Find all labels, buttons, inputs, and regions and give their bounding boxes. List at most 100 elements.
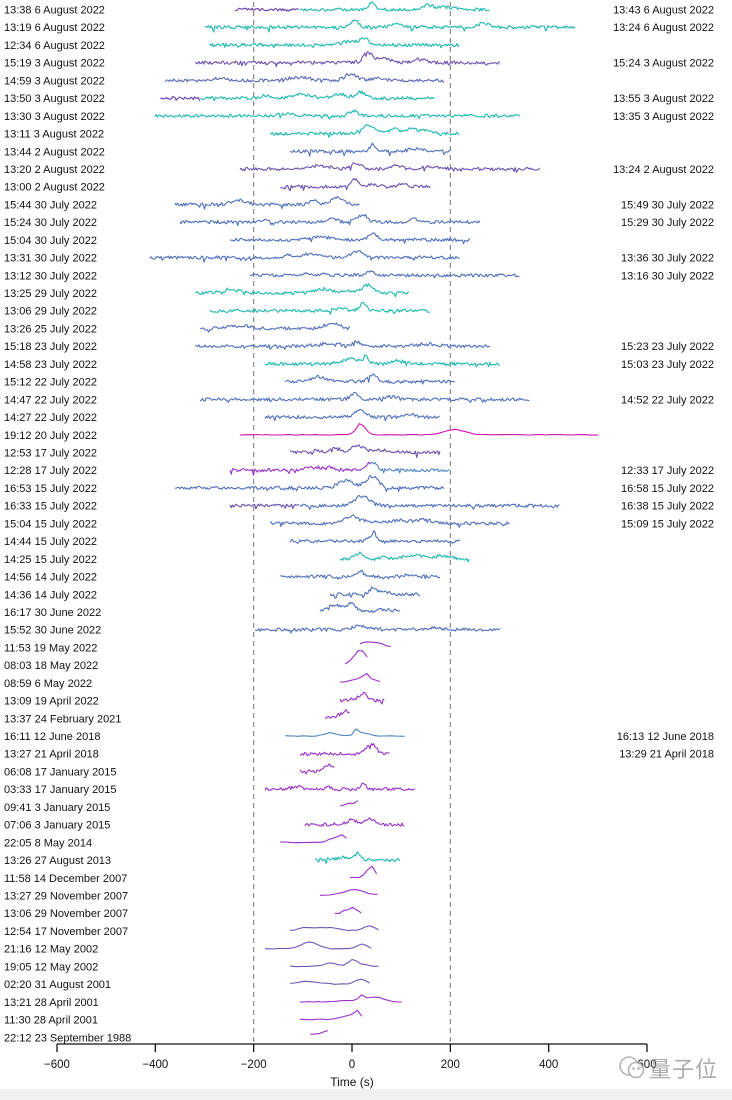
row-left-label: 13:06 29 November 2007 (4, 908, 128, 920)
row-left-label: 13:09 19 April 2022 (4, 696, 99, 708)
waveform-trace (290, 925, 379, 932)
row-right-label: 15:23 23 July 2022 (621, 341, 714, 353)
waveform-trace (269, 514, 510, 528)
row-left-label: 15:12 22 July 2022 (4, 377, 97, 389)
row-left-label: 13:11 3 August 2022 (4, 129, 104, 141)
row-right-label: 16:13 12 June 2018 (617, 731, 714, 743)
row-right-label: 13:35 3 August 2022 (613, 111, 714, 123)
row-right-label: 15:03 23 July 2022 (621, 359, 714, 371)
x-tick-label: 400 (539, 1059, 558, 1071)
waveform-trace (299, 494, 560, 510)
waveform-trace (289, 444, 441, 458)
row-left-label: 13:30 3 August 2022 (4, 111, 105, 123)
row-right-label: 15:09 15 July 2022 (621, 518, 714, 530)
waveform-trace (229, 461, 371, 476)
x-tick-label: −400 (142, 1059, 168, 1071)
row-right-label: 12:33 17 July 2022 (621, 465, 714, 477)
row-right-label: 13:16 30 July 2022 (621, 270, 714, 282)
row-left-label: 13:06 29 July 2022 (4, 306, 97, 318)
row-left-label: 14:59 3 August 2022 (4, 75, 105, 87)
waveform-trace (280, 569, 440, 580)
row-left-label: 09:41 3 January 2015 (4, 802, 110, 814)
row-left-label: 15:04 30 July 2022 (4, 235, 97, 247)
waveform-trace (359, 641, 391, 648)
row-left-label: 13:26 25 July 2022 (4, 323, 97, 335)
waveform-trace (154, 109, 521, 120)
row-left-label: 16:11 12 June 2018 (4, 731, 100, 743)
waveform-trace (194, 340, 491, 350)
row-left-label: 13:37 24 February 2021 (4, 713, 121, 725)
waveform-trace (264, 941, 372, 950)
row-left-label: 14:27 22 July 2022 (4, 412, 97, 424)
waveform-trace (340, 800, 359, 807)
row-left-label: 13:31 30 July 2022 (4, 253, 97, 265)
row-left-label: 02:20 31 August 2001 (4, 979, 111, 991)
waveform-trace (299, 1, 490, 12)
waveform-trace (164, 73, 445, 83)
row-left-label: 13:20 2 August 2022 (4, 164, 105, 176)
row-left-label: 11:30 28 April 2001 (4, 1015, 98, 1027)
waveform-trace (324, 709, 350, 719)
row-left-label: 08:03 18 May 2022 (4, 660, 98, 672)
row-left-label: 14:36 14 July 2022 (4, 589, 97, 601)
waveform-trace (284, 373, 455, 385)
row-right-label: 13:36 30 July 2022 (621, 253, 714, 265)
row-left-label: 13:27 29 November 2007 (4, 891, 128, 903)
row-left-label: 15:52 30 June 2022 (4, 625, 101, 637)
row-left-label: 12:28 17 July 2022 (4, 465, 97, 477)
row-left-label: 15:04 15 July 2022 (4, 518, 97, 530)
waveform-trace (179, 213, 481, 227)
row-left-label: 15:19 3 August 2022 (4, 58, 105, 70)
waveform-trace (289, 142, 451, 157)
row-left-label: 13:12 30 July 2022 (4, 270, 97, 282)
row-left-label: 14:56 14 July 2022 (4, 572, 97, 584)
x-tick-label: 0 (349, 1059, 355, 1071)
row-right-label: 13:24 2 August 2022 (613, 164, 714, 176)
waveform-trace (239, 162, 541, 173)
bottom-strip (0, 1089, 732, 1100)
row-left-label: 11:53 19 May 2022 (4, 642, 97, 654)
row-left-label: 08:59 6 May 2022 (4, 678, 92, 690)
waveform-trace (280, 834, 347, 844)
x-tick-label: −200 (241, 1059, 267, 1071)
waveform-trace (285, 728, 405, 737)
row-left-label: 13:00 2 August 2022 (4, 182, 105, 194)
waveform-trace (299, 763, 335, 775)
waveform-trace (280, 177, 431, 192)
row-left-label: 12:53 17 July 2022 (4, 448, 97, 460)
row-left-label: 14:58 23 July 2022 (4, 359, 97, 371)
waveform-trace (299, 743, 390, 757)
row-left-label: 13:27 21 April 2018 (4, 749, 99, 761)
waveform-trace (200, 322, 351, 333)
waveform-trace (334, 906, 362, 914)
row-right-label: 15:49 30 July 2022 (621, 199, 714, 211)
waveform-trace (349, 865, 378, 879)
x-tick-label: 600 (637, 1059, 656, 1071)
row-left-label: 14:47 22 July 2022 (4, 394, 97, 406)
row-left-label: 13:19 6 August 2022 (4, 22, 105, 34)
waveform-trace (174, 474, 445, 492)
waveform-trace (209, 37, 460, 49)
row-right-label: 13:29 21 April 2018 (619, 749, 714, 761)
x-tick-label: 200 (441, 1059, 460, 1071)
waveform-trace (310, 1030, 329, 1035)
waveform-trace (264, 409, 440, 422)
waveform-trace (204, 19, 576, 33)
x-tick-label: −600 (44, 1059, 70, 1071)
waveform-trace (269, 123, 460, 138)
row-left-label: 12:54 17 November 2007 (4, 926, 128, 938)
row-left-label: 12:34 6 August 2022 (4, 40, 105, 52)
waveform-trace (194, 283, 410, 298)
waveform-trace (264, 782, 415, 792)
row-left-label: 15:24 30 July 2022 (4, 217, 97, 229)
waveform-trace (319, 889, 378, 896)
waveform-trace (299, 1009, 363, 1021)
waveform-trace (174, 195, 360, 210)
waveform-trace (254, 624, 501, 634)
waveform-trace (290, 978, 370, 985)
row-left-label: 13:21 28 April 2001 (4, 997, 99, 1009)
row-right-label: 14:52 22 July 2022 (621, 394, 714, 406)
waveform-trace (200, 90, 435, 102)
